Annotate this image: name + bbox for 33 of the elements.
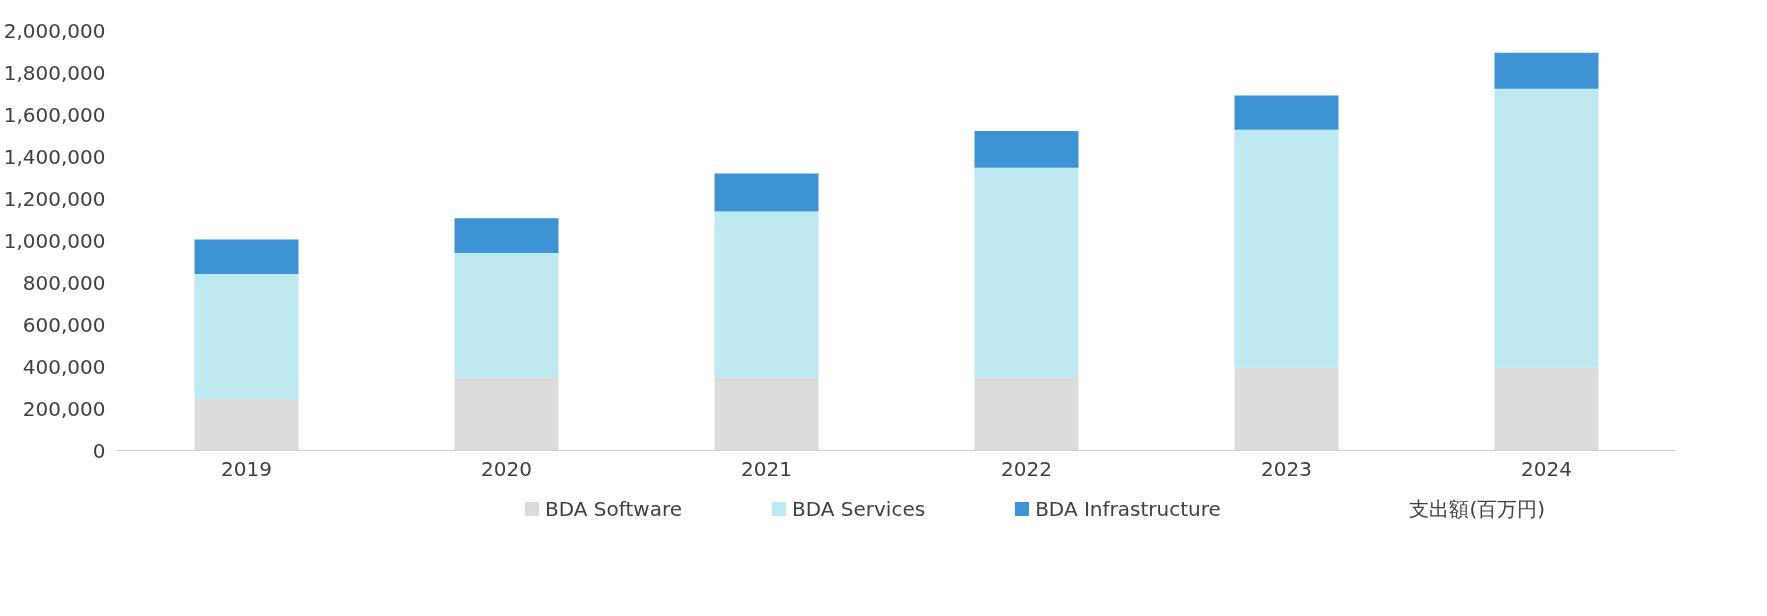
y-tick-label: 0: [92, 438, 106, 463]
bar: [1234, 129, 1339, 368]
y-tick-label: 1,400,000: [3, 144, 106, 169]
bar: [454, 218, 559, 253]
bar: [454, 252, 559, 378]
bar: [1234, 95, 1339, 130]
x-tick-label: 2022: [1001, 456, 1052, 481]
y-tick-label: 400,000: [22, 354, 106, 379]
bar: [1494, 88, 1599, 368]
x-tick-label: 2019: [221, 456, 272, 481]
y-tick-label: 800,000: [22, 270, 106, 295]
bar: [974, 131, 1079, 168]
legend-label: BDA Infrastructure: [1035, 496, 1221, 523]
bar: [714, 173, 819, 212]
y-tick-label: 1,600,000: [3, 102, 106, 127]
x-tick-label: 2020: [481, 456, 532, 481]
y-tick-label: 200,000: [22, 396, 106, 421]
legend-label: BDA Software: [545, 496, 682, 523]
x-tick-label: 2024: [1521, 456, 1572, 481]
bar: [1494, 52, 1599, 89]
y-tick-label: 1,200,000: [3, 186, 106, 211]
bar: [974, 167, 1079, 378]
x-tick-label: 2021: [741, 456, 792, 481]
y-tick-label: 1,800,000: [3, 60, 106, 85]
bar: [194, 274, 299, 400]
y-tick-label: 2,000,000: [3, 18, 106, 43]
y-tick-label: 1,000,000: [3, 228, 106, 253]
text: 支出額(百万円): [1409, 496, 1546, 524]
bar: [714, 211, 819, 378]
legend-label: BDA Services: [791, 496, 926, 523]
x-tick-label: 2023: [1261, 456, 1312, 481]
bar: [194, 239, 299, 275]
y-tick-label: 600,000: [22, 312, 106, 337]
